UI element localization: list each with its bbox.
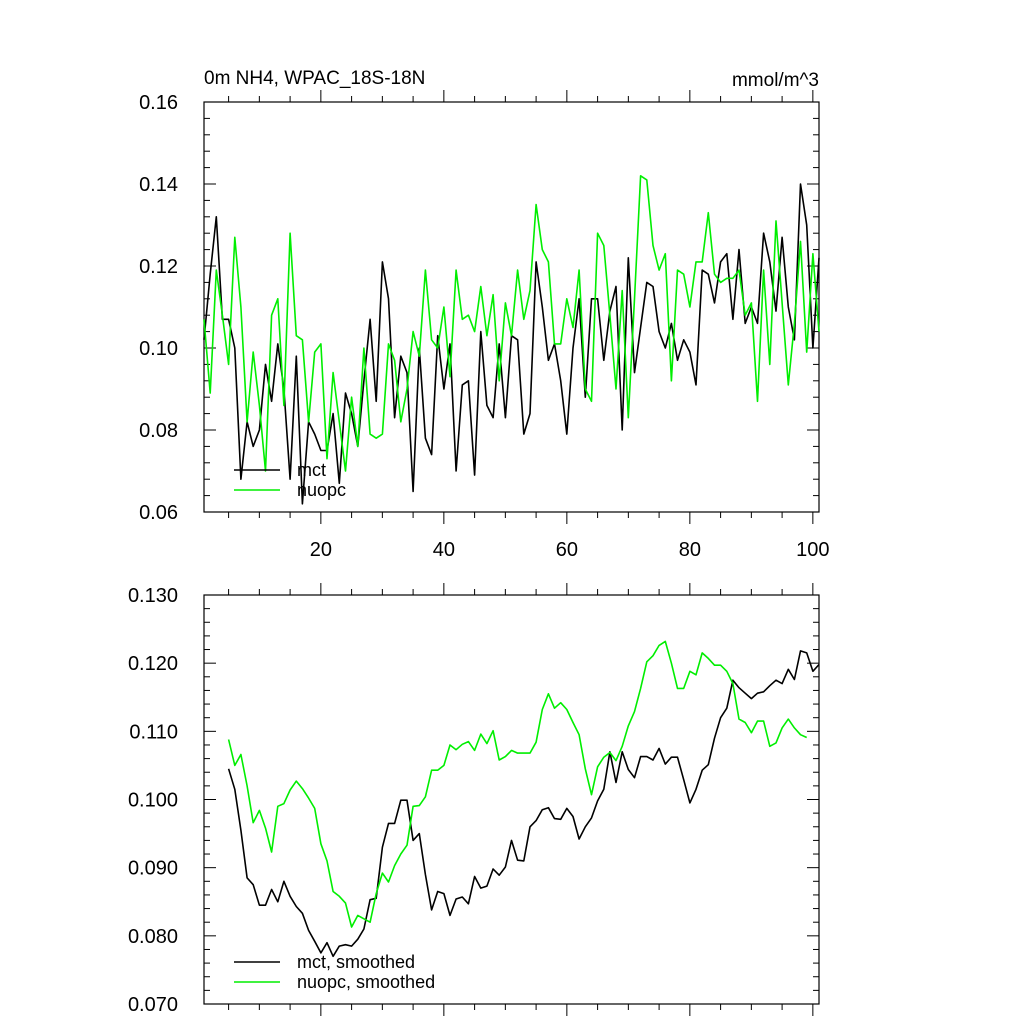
bottom-series-line-nuopc-smoothed (227, 640, 808, 928)
bottom-y-tick-label: 0.120 (128, 653, 178, 675)
bottom-series-line-mct-smoothed (227, 650, 820, 958)
bottom-plot-frame (203, 594, 820, 1005)
top-x-tick-label: 80 (679, 539, 701, 561)
top-x-tick-label: 40 (433, 539, 455, 561)
bottom-y-tick-label: 0.090 (128, 858, 178, 880)
top-x-tick-label: 100 (796, 539, 829, 561)
top-y-tick-label: 0.12 (139, 256, 178, 278)
top-y-tick-label: 0.14 (139, 174, 178, 196)
top-chart-units: mmol/m^3 (732, 70, 819, 91)
top-y-tick-label: 0.16 (139, 92, 178, 114)
top-series-line-mct (203, 183, 820, 505)
top-x-tick-label: 60 (556, 539, 578, 561)
bottom-legend-label-nuopc-smoothed: nuopc, smoothed (297, 972, 435, 992)
top-panel: 0m NH4, WPAC_18S-18N mmol/m^3 20 40 60 80 10… (139, 68, 829, 561)
top-plot-frame (203, 101, 820, 513)
top-legend-label-nuopc: nuopc (297, 480, 346, 500)
top-legend-label-mct: mct (297, 460, 326, 480)
top-y-tick-label: 0.10 (139, 338, 178, 360)
bottom-y-tick-label: 0.100 (128, 790, 178, 812)
top-y-tick-label: 0.08 (139, 420, 178, 442)
top-x-tick-label: 20 (310, 539, 332, 561)
bottom-y-tick-label: 0.080 (128, 926, 178, 948)
top-y-tick-label: 0.06 (139, 502, 178, 524)
bottom-y-tick-label: 0.070 (128, 994, 178, 1016)
bottom-y-tick-label: 0.130 (128, 585, 178, 607)
bottom-panel: 0.070 0.080 0.090 0.100 0.110 0.120 0.130 mct,… (128, 583, 820, 1016)
top-chart-title: 0m NH4, WPAC_18S-18N (204, 68, 425, 89)
bottom-legend-label-mct-smoothed: mct, smoothed (297, 952, 415, 972)
top-series-line-nuopc (203, 175, 820, 472)
bottom-y-tick-label: 0.110 (129, 721, 178, 743)
